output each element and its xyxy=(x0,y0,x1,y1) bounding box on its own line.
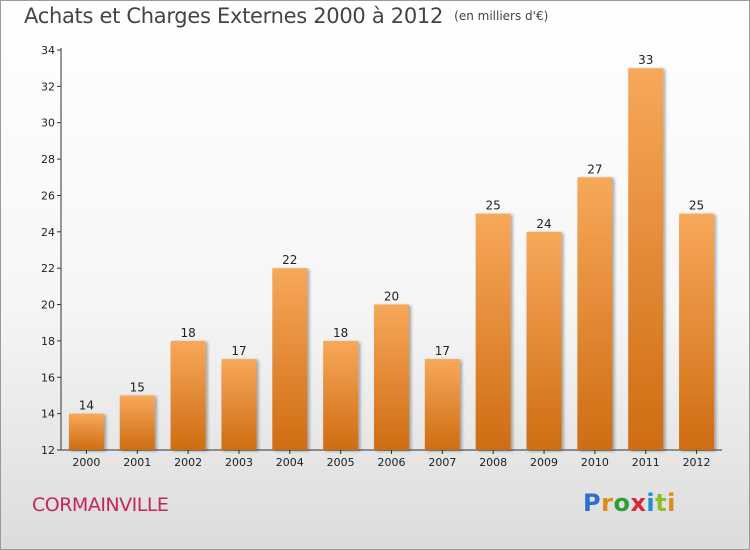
bar xyxy=(679,213,715,450)
chart-unit: (en milliers d'€) xyxy=(454,9,549,23)
bar-value-label: 15 xyxy=(130,380,145,394)
logo-letter: x xyxy=(630,489,647,517)
logo-letter: i xyxy=(667,489,676,517)
bar-value-label: 20 xyxy=(384,290,399,304)
x-tick-label: 2010 xyxy=(581,456,609,469)
y-tick-label: 32 xyxy=(41,80,55,93)
bar-value-label: 17 xyxy=(231,344,246,358)
y-tick-label: 24 xyxy=(41,226,55,239)
bar-value-label: 24 xyxy=(536,217,551,231)
logo-letter: o xyxy=(613,489,631,517)
x-tick-label: 2012 xyxy=(683,456,711,469)
x-tick-label: 2007 xyxy=(428,456,456,469)
bar-value-label: 18 xyxy=(333,326,348,340)
chart-title-text: Achats et Charges Externes 2000 à 2012 xyxy=(24,4,444,28)
bar-value-label: 17 xyxy=(435,344,450,358)
x-tick-label: 2000 xyxy=(72,456,100,469)
bar-value-label: 27 xyxy=(587,162,602,176)
labels: 14 2000 15 2001 18 2002 17 2003 22 2004 18 2005 20 20… xyxy=(72,53,710,469)
bar xyxy=(221,359,257,450)
y-tick-label: 26 xyxy=(41,189,55,202)
y-tick-label: 14 xyxy=(41,408,55,421)
y-tick-label: 18 xyxy=(41,335,55,348)
bar xyxy=(323,340,359,450)
y-tick-label: 12 xyxy=(41,444,55,457)
logo-letter: r xyxy=(601,489,614,517)
x-tick-label: 2011 xyxy=(632,456,660,469)
chart-title: Achats et Charges Externes 2000 à 2012 (… xyxy=(24,4,548,28)
bar-value-label: 33 xyxy=(638,53,653,67)
proxiti-logo: Proxiti xyxy=(583,489,676,517)
bar xyxy=(628,68,664,450)
bar xyxy=(170,340,206,450)
bar xyxy=(374,304,409,450)
x-tick-label: 2004 xyxy=(276,456,304,469)
bar xyxy=(526,231,562,450)
y-tick-label: 30 xyxy=(41,117,55,130)
bar-value-label: 18 xyxy=(180,326,195,340)
bar-value-label: 25 xyxy=(486,199,501,213)
y-tick-label: 16 xyxy=(41,371,55,384)
bar xyxy=(577,177,613,451)
x-tick-label: 2001 xyxy=(123,456,151,469)
logo-letter: i xyxy=(646,489,656,517)
bar xyxy=(119,395,155,450)
y-tick-label: 20 xyxy=(41,299,55,312)
x-tick-label: 2005 xyxy=(327,456,355,469)
bar xyxy=(424,359,460,450)
logo-letter: P xyxy=(583,489,602,517)
commune-name: CORMAINVILLE xyxy=(32,494,169,516)
bar xyxy=(475,213,511,450)
x-tick-label: 2002 xyxy=(174,456,202,469)
bars xyxy=(68,68,715,451)
bar xyxy=(272,268,308,450)
x-tick-label: 2006 xyxy=(378,456,406,469)
x-tick-label: 2003 xyxy=(225,456,253,469)
y-tick-label: 22 xyxy=(41,262,55,275)
bar-value-label: 22 xyxy=(282,253,297,267)
bar xyxy=(68,413,104,450)
y-tick-label: 28 xyxy=(41,153,55,166)
x-tick-label: 2009 xyxy=(530,456,558,469)
logo-letter: t xyxy=(655,489,668,517)
y-tick-label: 34 xyxy=(41,44,55,57)
x-tick-label: 2008 xyxy=(479,456,507,469)
bar-value-label: 25 xyxy=(689,199,704,213)
bar-value-label: 14 xyxy=(79,399,94,413)
